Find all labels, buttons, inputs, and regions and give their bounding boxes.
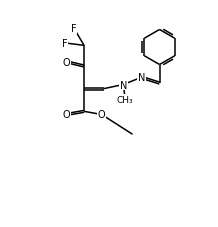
- Text: F: F: [62, 39, 67, 49]
- Text: CH₃: CH₃: [117, 96, 134, 104]
- Text: O: O: [63, 110, 70, 120]
- Text: N: N: [119, 80, 127, 90]
- Text: O: O: [63, 58, 70, 68]
- Text: F: F: [71, 24, 77, 34]
- Text: O: O: [98, 110, 105, 120]
- Text: N: N: [138, 73, 145, 83]
